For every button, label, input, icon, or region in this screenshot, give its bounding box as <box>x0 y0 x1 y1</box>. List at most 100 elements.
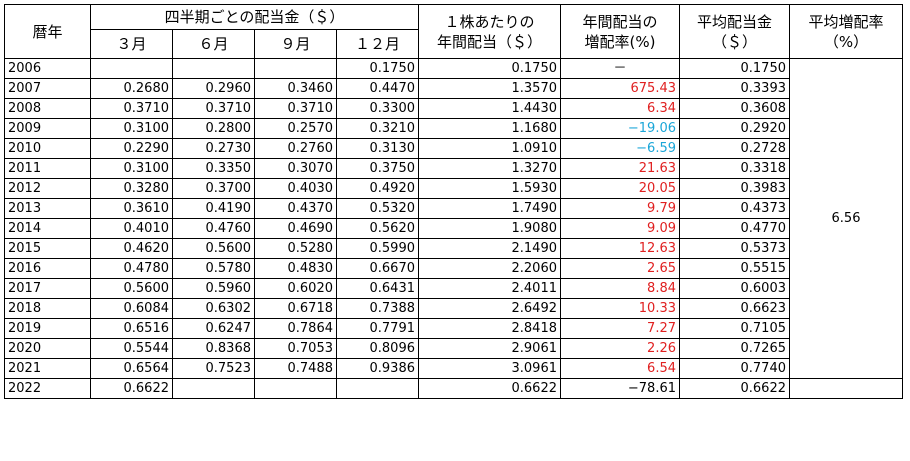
header-avg-div-line1: 平均配当金 <box>696 12 772 31</box>
table-row: 2020 0.5544 0.8368 0.7053 0.8096 2.9061 2.26 0.… <box>4 338 903 359</box>
growth-rate-cell: 6.34 <box>560 98 680 119</box>
september-dividend-cell: 0.3710 <box>254 98 337 119</box>
september-dividend-cell: 0.4030 <box>254 178 337 199</box>
growth-rate-cell: 20.05 <box>560 178 680 199</box>
september-dividend-cell: 0.6020 <box>254 278 337 299</box>
december-dividend-cell: 0.1750 <box>336 58 419 79</box>
year-cell: 2019 <box>4 318 91 339</box>
june-dividend-cell <box>172 378 255 399</box>
march-dividend-cell: 0.4780 <box>90 258 173 279</box>
annual-dividend-cell: 1.4430 <box>418 98 561 119</box>
june-dividend-cell: 0.6247 <box>172 318 255 339</box>
year-cell: 2013 <box>4 198 91 219</box>
annual-dividend-cell: 1.5930 <box>418 178 561 199</box>
header-growth-rate: 年間配当の 増配率(%) <box>560 4 680 59</box>
annual-dividend-cell: 0.1750 <box>418 58 561 79</box>
table-row: 2021 0.6564 0.7523 0.7488 0.9386 3.0961 6.54 0.… <box>4 358 903 379</box>
average-dividend-cell: 0.4373 <box>679 198 790 219</box>
year-cell: 2020 <box>4 338 91 359</box>
growth-rate-cell: −78.61 <box>560 378 680 399</box>
march-dividend-cell: 0.2290 <box>90 138 173 159</box>
annual-dividend-cell: 1.1680 <box>418 118 561 139</box>
march-dividend-cell: 0.6516 <box>90 318 173 339</box>
annual-dividend-cell: 1.7490 <box>418 198 561 219</box>
annual-dividend-cell: 2.4011 <box>418 278 561 299</box>
june-dividend-cell: 0.2800 <box>172 118 255 139</box>
june-dividend-cell: 0.5600 <box>172 238 255 259</box>
average-dividend-cell: 0.6003 <box>679 278 790 299</box>
average-dividend-cell: 0.2920 <box>679 118 790 139</box>
header-avg-div-line2: （＄） <box>711 32 757 51</box>
header-average-dividend: 平均配当金 （＄） <box>679 4 790 59</box>
june-dividend-cell: 0.4190 <box>172 198 255 219</box>
march-dividend-cell: 0.6084 <box>90 298 173 319</box>
annual-dividend-cell: 2.8418 <box>418 318 561 339</box>
year-cell: 2012 <box>4 178 91 199</box>
table-row: 2017 0.5600 0.5960 0.6020 0.6431 2.4011 8.84 0.… <box>4 278 903 299</box>
table-row: 2022 0.6622 0.6622 −78.61 0.6622 <box>4 378 903 399</box>
march-dividend-cell: 0.4010 <box>90 218 173 239</box>
header-quarterly-group: 四半期ごとの配当金（＄） <box>90 4 419 30</box>
year-cell: 2014 <box>4 218 91 239</box>
december-dividend-cell: 0.3210 <box>336 118 419 139</box>
year-cell: 2009 <box>4 118 91 139</box>
june-dividend-cell: 0.3700 <box>172 178 255 199</box>
header-annual-line1: １株あたりの <box>444 12 535 31</box>
march-dividend-cell <box>90 58 173 79</box>
year-cell: 2017 <box>4 278 91 299</box>
header-growth-line2: 増配率(%) <box>584 32 656 51</box>
average-dividend-cell: 0.3393 <box>679 78 790 99</box>
growth-rate-cell: −19.06 <box>560 118 680 139</box>
growth-rate-cell: 2.26 <box>560 338 680 359</box>
table-row: 2014 0.4010 0.4760 0.4690 0.5620 1.9080 9.09 0.… <box>4 218 903 239</box>
march-dividend-cell: 0.3710 <box>90 98 173 119</box>
average-dividend-cell: 0.2728 <box>679 138 790 159</box>
header-avg-growth-line2: （%） <box>823 32 869 51</box>
header-quarter-june: ６月 <box>172 29 255 59</box>
year-cell: 2008 <box>4 98 91 119</box>
march-dividend-cell: 0.4620 <box>90 238 173 259</box>
table-row: 2011 0.3100 0.3350 0.3070 0.3750 1.3270 21.63 0… <box>4 158 903 179</box>
growth-rate-cell: 9.09 <box>560 218 680 239</box>
growth-rate-cell: 6.54 <box>560 358 680 379</box>
june-dividend-cell: 0.4760 <box>172 218 255 239</box>
june-dividend-cell <box>172 58 255 79</box>
header-avg-growth-line1: 平均増配率 <box>808 12 884 31</box>
table-row: 2015 0.4620 0.5600 0.5280 0.5990 2.1490 12.63 0… <box>4 238 903 259</box>
march-dividend-cell: 0.3610 <box>90 198 173 219</box>
march-dividend-cell: 0.3280 <box>90 178 173 199</box>
average-dividend-cell: 0.1750 <box>679 58 790 79</box>
table-row: 2007 0.2680 0.2960 0.3460 0.4470 1.3570 675.43… <box>4 78 903 99</box>
growth-rate-cell: 8.84 <box>560 278 680 299</box>
header-quarter-march: ３月 <box>90 29 173 59</box>
december-dividend-cell <box>336 378 419 399</box>
september-dividend-cell: 0.5280 <box>254 238 337 259</box>
september-dividend-cell: 0.7053 <box>254 338 337 359</box>
annual-dividend-cell: 2.2060 <box>418 258 561 279</box>
table-row: 2019 0.6516 0.6247 0.7864 0.7791 2.8418 7.27 0.… <box>4 318 903 339</box>
june-dividend-cell: 0.3710 <box>172 98 255 119</box>
september-dividend-cell: 0.2570 <box>254 118 337 139</box>
average-growth-rate-cell: 6.56 <box>789 58 903 379</box>
year-cell: 2015 <box>4 238 91 259</box>
september-dividend-cell: 0.2760 <box>254 138 337 159</box>
header-annual-line2: 年間配当（＄） <box>436 32 542 51</box>
march-dividend-cell: 0.3100 <box>90 158 173 179</box>
june-dividend-cell: 0.5960 <box>172 278 255 299</box>
september-dividend-cell: 0.3070 <box>254 158 337 179</box>
average-dividend-cell: 0.3983 <box>679 178 790 199</box>
december-dividend-cell: 0.3300 <box>336 98 419 119</box>
annual-dividend-cell: 1.9080 <box>418 218 561 239</box>
table-row: 2008 0.3710 0.3710 0.3710 0.3300 1.4430 6.34 0.… <box>4 98 903 119</box>
growth-rate-cell: 12.63 <box>560 238 680 259</box>
september-dividend-cell: 0.3460 <box>254 78 337 99</box>
annual-dividend-cell: 1.0910 <box>418 138 561 159</box>
growth-rate-cell: 7.27 <box>560 318 680 339</box>
annual-dividend-cell: 2.1490 <box>418 238 561 259</box>
table-row: 2009 0.3100 0.2800 0.2570 0.3210 1.1680 −19.06… <box>4 118 903 139</box>
annual-dividend-cell: 2.6492 <box>418 298 561 319</box>
average-dividend-cell: 0.7265 <box>679 338 790 359</box>
header-annual-dividend: １株あたりの 年間配当（＄） <box>418 4 561 59</box>
december-dividend-cell: 0.6670 <box>336 258 419 279</box>
average-dividend-cell: 0.6623 <box>679 298 790 319</box>
